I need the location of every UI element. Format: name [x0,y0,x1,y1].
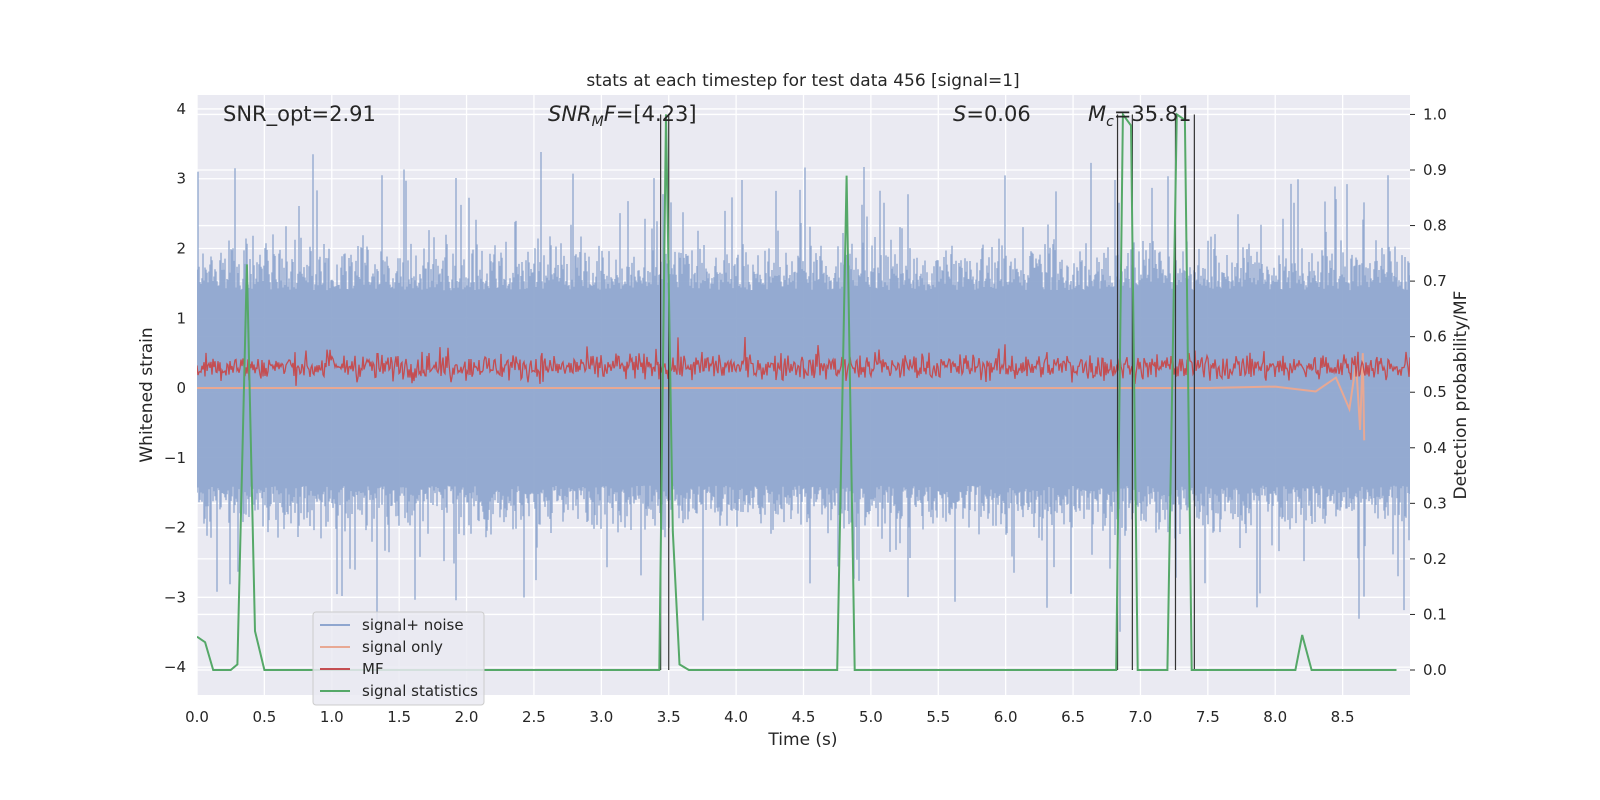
x-tick-label: 0.5 [252,708,276,726]
y2-axis-label: Detection probability/MF [1451,291,1471,500]
y2-tick-label: 0.9 [1423,161,1447,179]
annotation-snr-opt: SNR_opt=2.91 [223,102,376,127]
series-mf [197,336,1410,386]
series-signal-noise [197,152,1410,632]
y2-tick-label: 0.0 [1423,661,1447,679]
x-tick-label: 8.5 [1331,708,1355,726]
chart-title: stats at each timestep for test data 456… [586,71,1019,91]
y-tick-label: −3 [164,588,186,606]
legend-box [312,611,485,706]
legend-label-mf: MF [362,660,384,678]
x-tick-label: 0.0 [185,708,209,726]
y2-tick-label: 0.7 [1423,272,1447,290]
annotation-s-value: S=0.06 [953,102,1031,126]
y-tick-label: 1 [176,309,186,327]
x-tick-label: 6.5 [1061,708,1085,726]
series-layer [197,111,1410,671]
x-tick-label: 6.0 [994,708,1018,726]
y-tick-label: 0 [176,379,186,397]
x-axis-label: Time (s) [767,730,837,750]
x-tick-label: 7.0 [1129,708,1153,726]
y2-tick-label: 0.6 [1423,328,1447,346]
x-tick-label: 2.5 [522,708,546,726]
legend-label-signal-only: signal only [362,638,443,656]
annotation-mc-value: Mc=35.81 [1088,102,1192,130]
y-axis-label: Whitened strain [137,327,157,462]
y2-tick-label: 0.2 [1423,550,1447,568]
y2-tick-label: 0.3 [1423,494,1447,512]
tick-labels: 0.0 0.5 1.0 1.5 2.0 2.5 3.0 3.5 4.0 4.5 5.0 5.5 6.0 6… [164,100,1447,726]
x-tick-label: 7.5 [1196,708,1220,726]
x-tick-label: 3.0 [589,708,613,726]
x-tick-label: 4.0 [724,708,748,726]
legend: signal+ noise signal only MF signal stat… [312,611,485,706]
legend-label-signal-noise: signal+ noise [362,616,464,634]
x-tick-label: 1.0 [320,708,344,726]
legend-label-signal-statistics: signal statistics [362,682,478,700]
x-tick-label: 5.5 [926,708,950,726]
x-tick-label: 4.5 [792,708,816,726]
y-tick-label: 4 [176,100,186,118]
x-tick-label: 2.0 [455,708,479,726]
y2-tick-label: 1.0 [1423,105,1447,123]
y2-tick-label: 0.1 [1423,605,1447,623]
annotation-snr-mf: SNRMF=[4.23] [548,102,697,130]
y-tick-label: 3 [176,170,186,188]
y-tick-label: −1 [164,449,186,467]
y-tick-label: −4 [164,658,186,676]
y2-tick-label: 0.4 [1423,439,1447,457]
y-tick-label: 2 [176,239,186,257]
x-tick-label: 8.0 [1263,708,1287,726]
y-tick-label: −2 [164,519,186,537]
y2-tick-label: 0.8 [1423,217,1447,235]
x-tick-label: 3.5 [657,708,681,726]
series-signal-only [197,353,1366,441]
y2-tick-label: 0.5 [1423,383,1447,401]
x-tick-label: 1.5 [387,708,411,726]
x-tick-label: 5.0 [859,708,883,726]
series-signal-statistics [197,111,1397,671]
